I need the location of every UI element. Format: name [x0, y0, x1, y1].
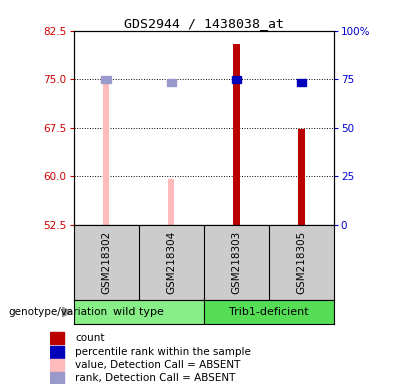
Text: GSM218302: GSM218302 — [101, 230, 111, 294]
Bar — [50, 372, 64, 384]
Text: count: count — [75, 333, 105, 343]
FancyBboxPatch shape — [232, 76, 241, 83]
Bar — [298, 129, 304, 225]
Text: GSM218303: GSM218303 — [231, 230, 241, 294]
Bar — [103, 79, 109, 225]
Text: genotype/variation: genotype/variation — [8, 307, 108, 317]
Bar — [204, 300, 334, 324]
Text: wild type: wild type — [113, 307, 164, 317]
Text: percentile rank within the sample: percentile rank within the sample — [75, 347, 251, 357]
Text: Trib1-deficient: Trib1-deficient — [229, 307, 309, 317]
Text: value, Detection Call = ABSENT: value, Detection Call = ABSENT — [75, 360, 240, 370]
Bar — [168, 179, 174, 225]
Polygon shape — [62, 307, 71, 317]
Text: GSM218304: GSM218304 — [166, 230, 176, 294]
Bar — [74, 300, 204, 324]
Bar — [50, 359, 64, 371]
Title: GDS2944 / 1438038_at: GDS2944 / 1438038_at — [124, 17, 284, 30]
Bar — [50, 346, 64, 358]
FancyBboxPatch shape — [167, 79, 176, 86]
Text: GSM218305: GSM218305 — [297, 230, 306, 294]
FancyBboxPatch shape — [102, 76, 110, 83]
Bar — [233, 44, 239, 225]
Bar — [50, 332, 64, 344]
FancyBboxPatch shape — [297, 79, 306, 86]
Text: rank, Detection Call = ABSENT: rank, Detection Call = ABSENT — [75, 373, 235, 384]
